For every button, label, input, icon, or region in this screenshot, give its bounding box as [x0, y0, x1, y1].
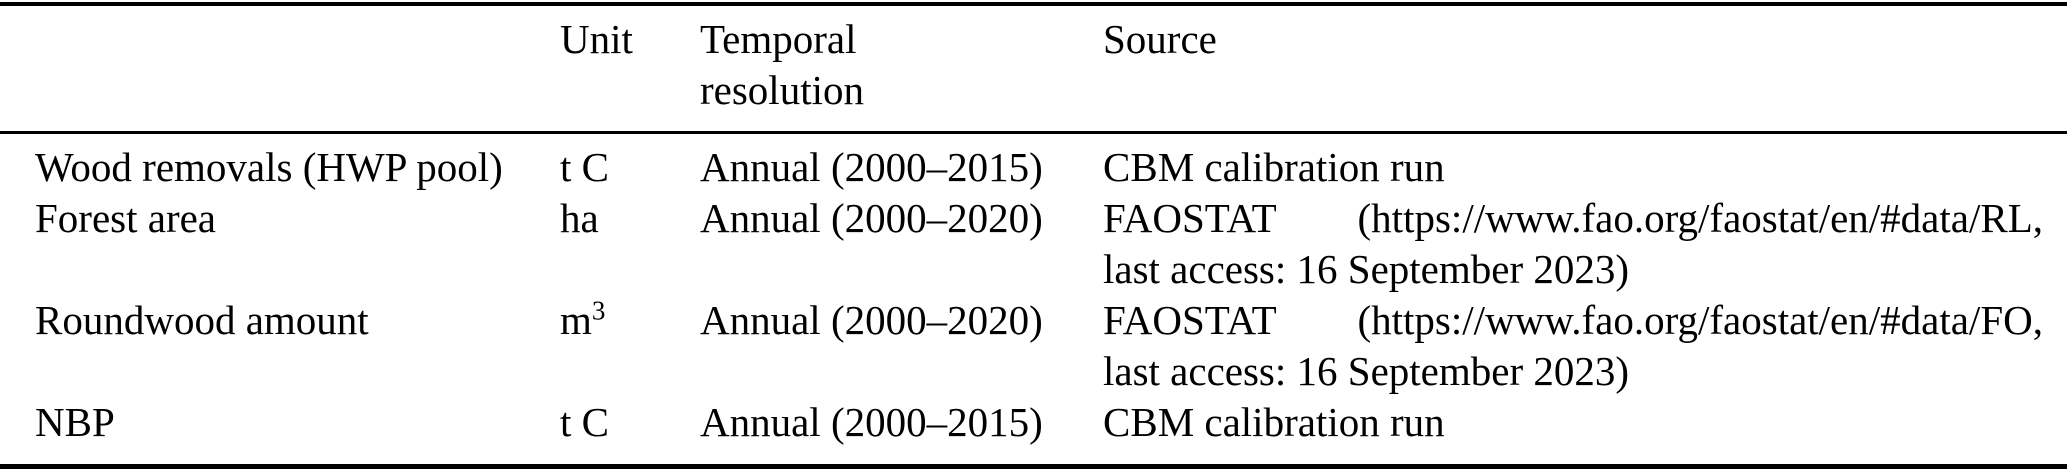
row-unit: t C — [560, 142, 700, 193]
row-temporal: Annual (2000–2020) — [700, 195, 1043, 241]
header-temporal-resolution-label: Temporal resolution — [700, 16, 864, 113]
source-line-1: FAOSTAT (https://www.fao.org/faostat/en/… — [1103, 295, 2043, 346]
source-text: FAOSTAT — [1103, 195, 1277, 241]
header-source: Source — [1103, 16, 1217, 62]
table-row-nbp: NBP t C Annual (2000–2015) CBM calibrati… — [0, 397, 2067, 448]
unit-text: t C — [560, 399, 609, 445]
source-text: CBM calibration run — [1103, 399, 1445, 445]
unit-text: ha — [560, 195, 599, 241]
row-temporal: Annual (2000–2015) — [700, 399, 1043, 445]
row-temporal: Annual (2000–2020) — [700, 297, 1043, 343]
unit-superscript: 3 — [591, 295, 606, 326]
source-line-2: last access: 16 September 2023) — [1103, 246, 1630, 292]
row-source: FAOSTAT (https://www.fao.org/faostat/en/… — [1103, 193, 2043, 295]
row-variable: NBP — [35, 399, 115, 445]
source-url-link[interactable]: (https://www.fao.org/faostat/en/#data/FO… — [1357, 297, 2044, 343]
source-line-1: FAOSTAT (https://www.fao.org/faostat/en/… — [1103, 193, 2043, 244]
table-row-roundwood-amount: Roundwood amount m3 Annual (2000–2020) F… — [0, 295, 2067, 397]
unit-text: t C — [560, 144, 609, 190]
row-source: CBM calibration run — [1103, 397, 2043, 448]
row-variable: Roundwood amount — [35, 297, 369, 343]
row-source: FAOSTAT (https://www.fao.org/faostat/en/… — [1103, 295, 2043, 397]
table-row-forest-area: Forest area ha Annual (2000–2020) FAOSTA… — [0, 193, 2067, 295]
row-variable: Forest area — [35, 195, 216, 241]
source-url-link[interactable]: (https://www.fao.org/faostat/en/#data/RL… — [1357, 195, 2043, 241]
row-temporal: Annual (2000–2015) — [700, 144, 1043, 190]
table-top-rule — [0, 2, 2067, 6]
header-unit: Unit — [560, 16, 633, 62]
table-header-divider — [0, 131, 2067, 134]
source-line-1: CBM calibration run — [1103, 397, 2043, 448]
unit-text: m — [560, 297, 592, 343]
header-temporal-resolution: Temporal resolution — [700, 14, 1103, 116]
row-source: CBM calibration run — [1103, 142, 2043, 193]
row-unit: t C — [560, 397, 700, 448]
source-line-1: CBM calibration run — [1103, 142, 2043, 193]
table-header-row: Unit Temporal resolution Source — [0, 6, 2067, 131]
source-text: CBM calibration run — [1103, 144, 1445, 190]
table-body: Wood removals (HWP pool) t C Annual (200… — [0, 134, 2067, 464]
table-row-wood-removals: Wood removals (HWP pool) t C Annual (200… — [0, 142, 2067, 193]
source-line-2: last access: 16 September 2023) — [1103, 348, 1630, 394]
row-unit: ha — [560, 193, 700, 244]
row-variable: Wood removals (HWP pool) — [35, 144, 503, 190]
table-bottom-rule — [0, 464, 2067, 469]
row-unit: m3 — [560, 295, 700, 346]
source-text: FAOSTAT — [1103, 297, 1277, 343]
